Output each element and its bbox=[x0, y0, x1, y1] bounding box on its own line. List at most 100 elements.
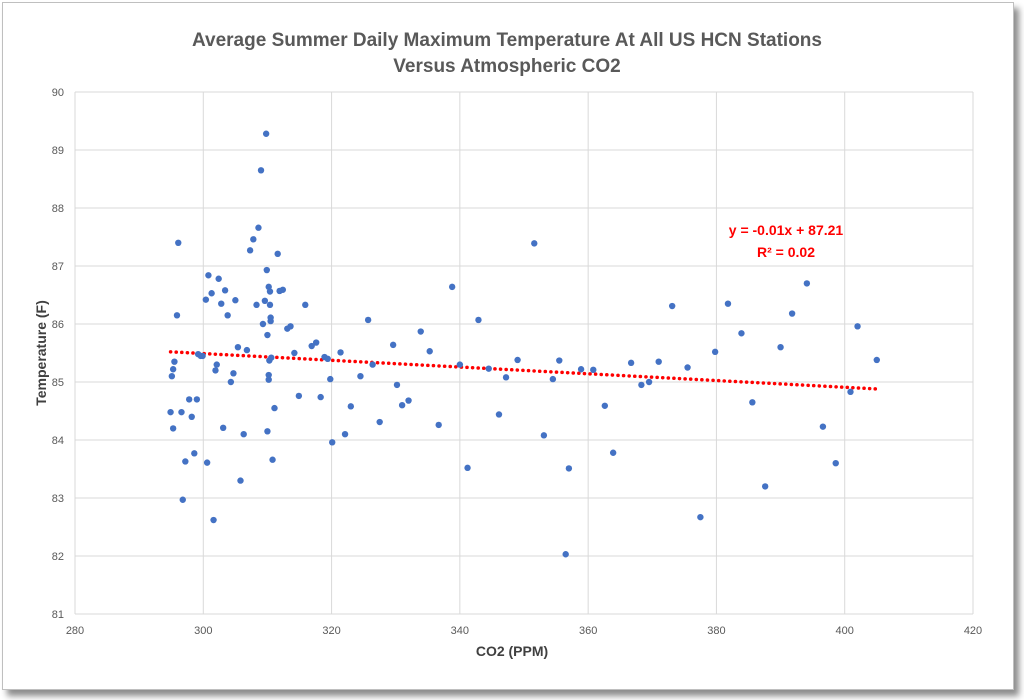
x-tick-label: 380 bbox=[707, 625, 725, 637]
data-point bbox=[668, 302, 676, 310]
data-point bbox=[267, 317, 274, 325]
data-point bbox=[655, 358, 662, 365]
data-point bbox=[556, 357, 563, 364]
tick-labels: 280 300 320 340 360 380 400 420 81 82 83 84 85 86 87 88… bbox=[52, 87, 982, 637]
data-point bbox=[253, 301, 260, 309]
data-point bbox=[230, 370, 237, 377]
data-point bbox=[199, 352, 206, 360]
data-point bbox=[295, 392, 303, 400]
data-point bbox=[847, 388, 854, 396]
x-tick-label: 420 bbox=[964, 625, 982, 637]
data-point bbox=[265, 371, 272, 379]
data-point bbox=[169, 425, 177, 432]
data-point bbox=[761, 483, 769, 490]
data-point bbox=[627, 359, 635, 367]
data-point bbox=[337, 349, 344, 356]
data-point bbox=[832, 460, 839, 467]
data-point bbox=[448, 283, 456, 291]
data-point bbox=[357, 373, 364, 380]
data-point bbox=[389, 341, 397, 349]
data-point bbox=[185, 396, 193, 403]
data-point bbox=[302, 301, 309, 309]
data-point bbox=[193, 396, 201, 403]
data-point bbox=[215, 275, 222, 282]
data-point bbox=[724, 300, 732, 307]
data-point bbox=[645, 378, 653, 386]
data-point bbox=[287, 323, 294, 330]
y-tick-label: 88 bbox=[52, 203, 64, 215]
data-point bbox=[268, 354, 275, 361]
data-point bbox=[819, 423, 827, 430]
data-point bbox=[167, 408, 174, 416]
data-point bbox=[711, 348, 719, 356]
data-point bbox=[609, 449, 617, 456]
chart-title-line-2: Versus Atmospheric CO2 bbox=[393, 56, 620, 77]
data-point bbox=[203, 459, 211, 466]
data-point bbox=[188, 413, 195, 420]
chart-frame bbox=[2, 2, 1014, 690]
data-point bbox=[485, 365, 492, 372]
data-point bbox=[169, 366, 177, 373]
data-point bbox=[347, 403, 355, 410]
data-point bbox=[279, 286, 287, 293]
data-point bbox=[232, 297, 239, 304]
data-point bbox=[873, 356, 880, 364]
x-tick-label: 400 bbox=[836, 625, 854, 637]
data-point bbox=[250, 236, 257, 243]
data-point bbox=[341, 431, 349, 438]
data-point bbox=[255, 224, 262, 231]
data-point bbox=[601, 402, 609, 409]
x-axis-label: CO2 (PPM) bbox=[476, 643, 548, 659]
data-point bbox=[175, 239, 182, 246]
y-tick-label: 85 bbox=[52, 377, 64, 389]
data-point bbox=[208, 290, 215, 297]
data-point bbox=[738, 330, 745, 337]
data-point bbox=[565, 465, 573, 472]
data-point bbox=[191, 450, 198, 457]
data-point bbox=[265, 376, 272, 383]
data-point bbox=[495, 411, 503, 418]
data-point bbox=[168, 373, 176, 380]
y-tick-label: 90 bbox=[52, 87, 64, 99]
data-point bbox=[213, 361, 220, 368]
data-point bbox=[540, 432, 548, 439]
data-point bbox=[456, 361, 464, 368]
data-point bbox=[577, 366, 585, 373]
data-point bbox=[327, 375, 334, 383]
data-point bbox=[264, 331, 271, 339]
data-point bbox=[264, 428, 271, 435]
data-point bbox=[426, 348, 433, 355]
x-tick-label: 360 bbox=[579, 625, 597, 637]
data-point bbox=[218, 300, 225, 307]
data-point bbox=[684, 364, 691, 371]
y-tick-label: 82 bbox=[52, 551, 64, 563]
data-point bbox=[317, 393, 324, 401]
data-point bbox=[398, 402, 406, 409]
data-point bbox=[234, 344, 242, 351]
data-point bbox=[393, 381, 401, 389]
data-point bbox=[243, 346, 251, 354]
y-axis-label: Temperature (F) bbox=[33, 300, 49, 406]
data-point bbox=[697, 513, 704, 521]
trendline bbox=[168, 350, 879, 391]
data-point bbox=[205, 272, 212, 279]
data-point bbox=[219, 424, 227, 432]
data-point bbox=[261, 297, 269, 304]
data-point bbox=[369, 361, 376, 368]
data-point bbox=[240, 431, 247, 438]
data-points bbox=[167, 130, 880, 558]
data-point bbox=[531, 240, 538, 247]
data-point bbox=[257, 167, 265, 174]
data-point bbox=[274, 250, 281, 258]
data-point bbox=[182, 458, 189, 465]
data-point bbox=[237, 477, 244, 484]
data-point bbox=[788, 310, 796, 317]
data-point bbox=[202, 296, 210, 303]
data-point bbox=[329, 439, 336, 446]
data-point bbox=[549, 375, 557, 383]
data-point bbox=[562, 551, 569, 558]
data-point bbox=[749, 399, 756, 406]
data-point bbox=[312, 339, 320, 346]
data-point bbox=[271, 404, 278, 412]
